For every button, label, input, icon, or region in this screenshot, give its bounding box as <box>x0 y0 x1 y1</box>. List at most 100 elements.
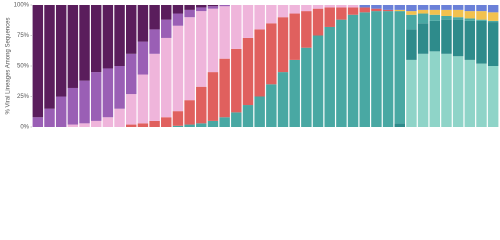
bar-segment <box>242 37 254 106</box>
bar-segment <box>114 66 125 109</box>
chart: % Viral Lineages Among Sequences 0% 25% 50… <box>6 3 499 131</box>
bar-segment <box>476 11 487 20</box>
bar-segment <box>429 5 441 10</box>
bar-segment <box>464 5 476 12</box>
bar-segment <box>371 11 382 128</box>
bar-segment <box>90 5 102 73</box>
bar-segment <box>312 35 324 127</box>
bar-segment <box>464 59 476 127</box>
bar-segment <box>102 5 114 69</box>
bar-segment <box>476 63 487 127</box>
bar-segment <box>219 6 230 59</box>
y-axis-label: % Viral Lineages Among Sequences <box>6 18 12 115</box>
bar-segment <box>172 13 184 26</box>
bar-segment <box>382 9 394 12</box>
bar-segment <box>114 5 125 66</box>
bar-segment <box>55 5 67 97</box>
bar-segment <box>441 53 452 127</box>
bar-segment <box>394 123 405 127</box>
bar-segment <box>184 17 195 101</box>
bar-segment <box>382 11 394 128</box>
bar-segment <box>137 41 149 75</box>
y-tick-label: 100% <box>14 3 30 9</box>
bar-segment <box>301 5 312 12</box>
bar-segment <box>67 124 79 127</box>
bar-segment <box>406 5 417 12</box>
bar-segment <box>149 5 160 30</box>
bar-segment <box>347 7 359 15</box>
bar-segment <box>172 125 184 127</box>
bar-segment <box>32 5 44 118</box>
bar-segment <box>90 120 102 127</box>
bar-segment <box>184 100 195 125</box>
bar-segment <box>452 17 464 20</box>
bar-segment <box>67 5 79 88</box>
bar-segment <box>406 11 417 15</box>
bar-segment <box>196 7 207 12</box>
bar-segment <box>67 87 79 125</box>
bar-segment <box>161 5 172 20</box>
bar-segment <box>464 11 476 19</box>
bar-segment <box>452 56 464 127</box>
bar-segment <box>254 96 265 127</box>
bar-segment <box>464 18 476 21</box>
bar-segment <box>242 105 254 127</box>
bar-segment <box>312 8 324 36</box>
bar-segment <box>394 5 405 10</box>
bar-segment <box>266 23 277 85</box>
bar-segment <box>406 14 417 30</box>
bar-segment <box>207 6 219 9</box>
bar-segment <box>32 117 44 127</box>
bar-segment <box>347 14 359 127</box>
bar-segment <box>184 9 195 18</box>
bar-segment <box>487 66 499 127</box>
bar-segment <box>149 29 160 54</box>
bar-segment <box>441 15 452 20</box>
y-tick-label: 0% <box>20 125 29 131</box>
bar-segment <box>114 108 125 127</box>
bar-segment <box>126 5 137 54</box>
bar-segment <box>324 26 335 127</box>
bar-segment <box>336 19 347 127</box>
bar-segment <box>149 53 160 121</box>
bar-segment <box>137 74 149 124</box>
y-tick-label: 75% <box>17 33 30 39</box>
bar-segment <box>371 8 382 12</box>
bar-segment <box>231 48 242 113</box>
bar-segment <box>487 5 499 13</box>
bar-segment <box>219 58 230 118</box>
bar-segment <box>324 7 335 27</box>
bar-segment <box>429 14 441 21</box>
bar-segment <box>441 19 452 54</box>
bar-segment <box>102 68 114 118</box>
bar-segment <box>417 53 429 127</box>
bar-segment <box>429 20 441 52</box>
bar-segment <box>359 5 370 8</box>
bar-segment <box>394 9 405 12</box>
bar-segment <box>231 112 242 127</box>
bar-segment <box>382 5 394 10</box>
y-tick-label: 25% <box>17 94 30 100</box>
bar-segment <box>452 19 464 57</box>
bar-segment <box>196 5 207 8</box>
bar-segment <box>289 13 300 60</box>
bar-segment <box>417 13 429 24</box>
bar-segment <box>219 117 230 127</box>
bar-segment <box>231 5 242 49</box>
bar-segment <box>207 72 219 121</box>
bar-segment <box>301 11 312 48</box>
bar-segment <box>79 80 90 124</box>
bar-segment <box>219 5 230 7</box>
bar-segment <box>277 17 289 73</box>
bar-segment <box>406 29 417 60</box>
bar-segment <box>359 12 370 127</box>
bar-segment <box>289 5 300 14</box>
bar-segment <box>161 117 172 127</box>
bar-segment <box>79 5 90 81</box>
bar-segment <box>44 5 55 109</box>
bar-segment <box>242 5 254 38</box>
bar-segment <box>452 5 464 10</box>
bar-segment <box>324 5 335 8</box>
bar-segment <box>254 5 265 30</box>
bar-segment <box>196 11 207 87</box>
